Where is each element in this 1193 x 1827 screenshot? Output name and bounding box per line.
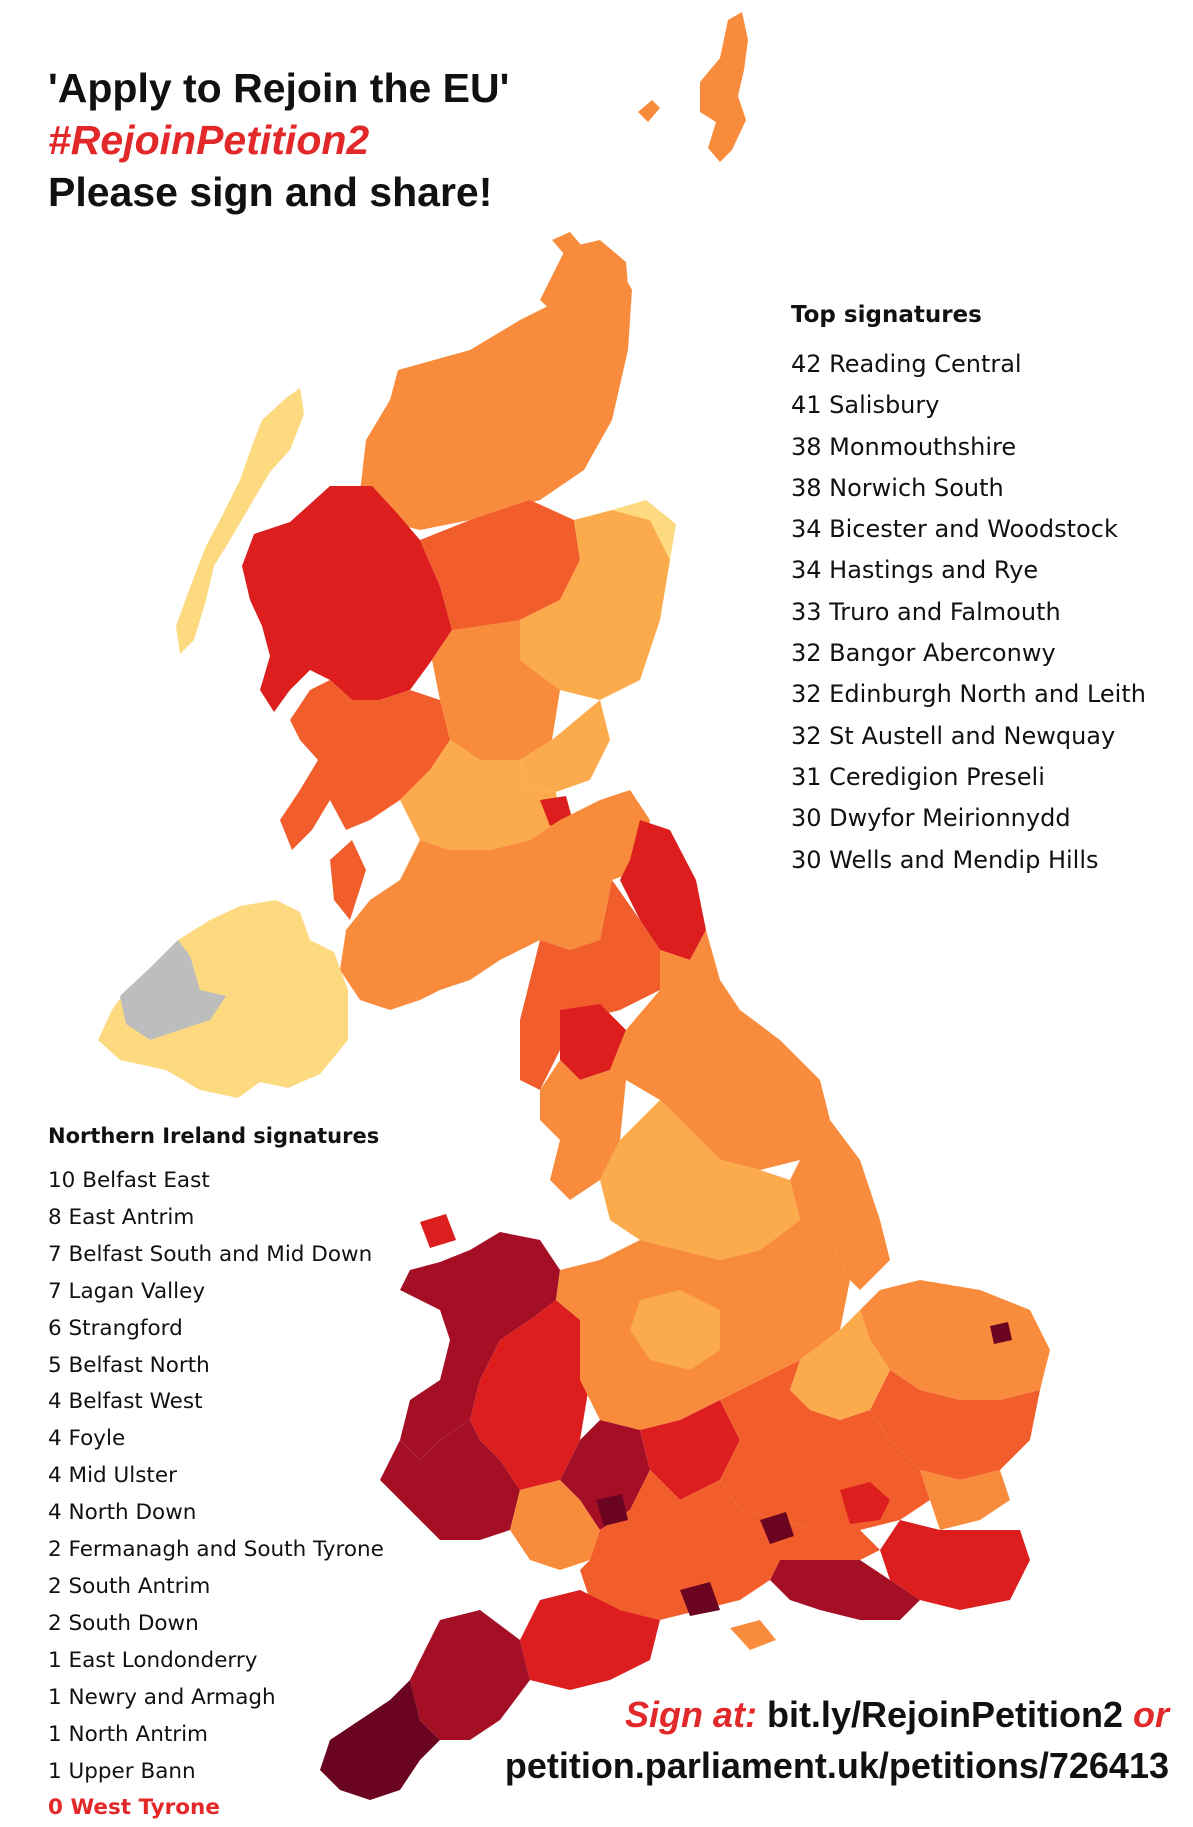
list-item: 38 Norwich South	[791, 473, 1004, 502]
list-item: 33 Truro and Falmouth	[791, 597, 1061, 626]
list-item: 34 Hastings and Rye	[791, 556, 1039, 585]
list-item: 1 Upper Bann	[48, 1758, 196, 1784]
list-item: 1 Newry and Armagh	[48, 1684, 276, 1710]
ni-signatures-panel: Northern Ireland signatures 10 Belfast E…	[48, 1119, 384, 1827]
orkney-islands	[552, 100, 660, 254]
england-gloucestershire	[640, 1400, 740, 1500]
list-item: 1 East Londonderry	[48, 1647, 258, 1673]
list-item: 38 Monmouthshire	[791, 432, 1017, 461]
list-item: 1 North Antrim	[48, 1721, 209, 1747]
scotland-moray	[420, 500, 580, 630]
list-item: 2 South Antrim	[48, 1573, 211, 1599]
scotland-fife	[520, 700, 610, 792]
england-isle-of-wight	[730, 1620, 776, 1650]
england-northumberland	[620, 820, 706, 960]
scotland-west-highlands	[242, 486, 452, 712]
england-cumbria	[520, 880, 660, 1090]
call-to-action-text: Please sign and share!	[48, 169, 493, 215]
ni-signatures-list: 10 Belfast East 8 East Antrim 7 Belfast …	[48, 1163, 384, 1827]
list-item: 32 St Austell and Newquay	[791, 721, 1116, 750]
list-item: 31 Ceredigion Preseli	[791, 762, 1045, 791]
list-item: 34 Bicester and Woodstock	[791, 515, 1118, 544]
list-item: 10 Belfast East	[48, 1168, 210, 1193]
sign-at-block: Sign at: bit.ly/RejoinPetition2 or petit…	[505, 1690, 1169, 1792]
england-essex	[920, 1470, 1010, 1530]
scotland-caithness	[540, 240, 630, 330]
england-north-east	[610, 930, 830, 1170]
list-item: 30 Dwyfor Meirionnydd	[791, 804, 1071, 833]
list-item: 2 Fermanagh and South Tyrone	[48, 1537, 384, 1563]
scotland-aberdeenshire	[520, 510, 670, 700]
wales-valleys	[510, 1480, 600, 1570]
england-kent	[880, 1520, 1030, 1610]
list-item: 4 Belfast West	[48, 1389, 203, 1415]
england-somerset	[520, 1590, 660, 1690]
wales-north	[400, 1232, 560, 1460]
england-cornwall	[320, 1680, 440, 1800]
scotland-central-belt	[400, 740, 560, 850]
list-item: 41 Salisbury	[791, 391, 940, 420]
scotland-peterhead	[612, 500, 676, 560]
wales-anglesey	[420, 1214, 456, 1248]
ni-west-tyrone	[120, 940, 226, 1040]
england-suffolk	[870, 1370, 1040, 1480]
list-item: 8 East Antrim	[48, 1204, 195, 1230]
scotland-argyll	[280, 680, 450, 850]
full-url-link[interactable]: petition.parliament.uk/petitions/726413	[504, 1745, 1169, 1786]
list-item: 4 Mid Ulster	[48, 1463, 177, 1489]
list-item: 6 Strangford	[48, 1315, 183, 1341]
list-item: 4 Foyle	[48, 1426, 126, 1452]
scotland-borders	[380, 790, 650, 1000]
wales-south-west	[380, 1420, 520, 1540]
england-west-midlands	[630, 1290, 720, 1370]
list-item: 2 South Down	[48, 1610, 199, 1636]
list-item: 32 Bangor Aberconwy	[791, 639, 1056, 668]
page-title: 'Apply to Rejoin the EU'	[48, 65, 510, 111]
wales-mid	[470, 1300, 590, 1490]
england-devon	[410, 1610, 530, 1740]
england-reading	[760, 1512, 794, 1544]
england-yorkshire-belt	[600, 1100, 800, 1260]
scotland-dumfries	[340, 870, 440, 1010]
england-sussex	[770, 1560, 920, 1620]
ni-signatures-heading: Northern Ireland signatures	[48, 1124, 380, 1148]
list-item: 4 North Down	[48, 1500, 197, 1526]
sign-at-label: Sign at:	[624, 1694, 757, 1735]
england-lancashire	[540, 1060, 626, 1200]
england-london	[840, 1482, 890, 1524]
list-item: 30 Wells and Mendip Hills	[791, 845, 1099, 874]
scotland-tayside	[432, 620, 560, 760]
list-item: 42 Reading Central	[791, 350, 1022, 378]
top-signatures-list: 42 Reading Central 41 Salisbury 38 Monmo…	[791, 344, 1146, 881]
england-herefordshire	[560, 1420, 650, 1530]
title-block: 'Apply to Rejoin the EU' #RejoinPetition…	[48, 62, 509, 218]
list-item: 7 Belfast South and Mid Down	[48, 1241, 373, 1267]
england-home-counties	[720, 1360, 930, 1530]
scotland-kintyre	[330, 840, 366, 920]
hashtag: #RejoinPetition2	[48, 117, 370, 163]
england-cambridgeshire	[790, 1310, 890, 1420]
england-norwich	[990, 1322, 1012, 1344]
list-item-zero: 0 West Tyrone	[48, 1795, 220, 1821]
list-item: 32 Edinburgh North and Leith	[791, 680, 1146, 709]
wales-monmouthshire	[596, 1494, 628, 1526]
list-item: 5 Belfast North	[48, 1352, 210, 1378]
short-url-link[interactable]: bit.ly/RejoinPetition2	[766, 1694, 1123, 1735]
england-lake-district	[560, 1004, 626, 1080]
outer-hebrides	[176, 388, 304, 654]
england-salisbury	[680, 1582, 720, 1616]
england-wessex	[580, 1470, 880, 1620]
top-signatures-panel: Top signatures 42 Reading Central 41 Sal…	[791, 298, 1146, 881]
or-label: or	[1133, 1694, 1169, 1735]
england-lincolnshire	[790, 1120, 890, 1290]
top-signatures-heading: Top signatures	[791, 302, 982, 328]
shetland-islands	[700, 12, 748, 162]
sign-at-line: Sign at: bit.ly/RejoinPetition2 or	[505, 1690, 1169, 1740]
list-item: 7 Lagan Valley	[48, 1278, 206, 1304]
england-norfolk	[860, 1280, 1050, 1400]
